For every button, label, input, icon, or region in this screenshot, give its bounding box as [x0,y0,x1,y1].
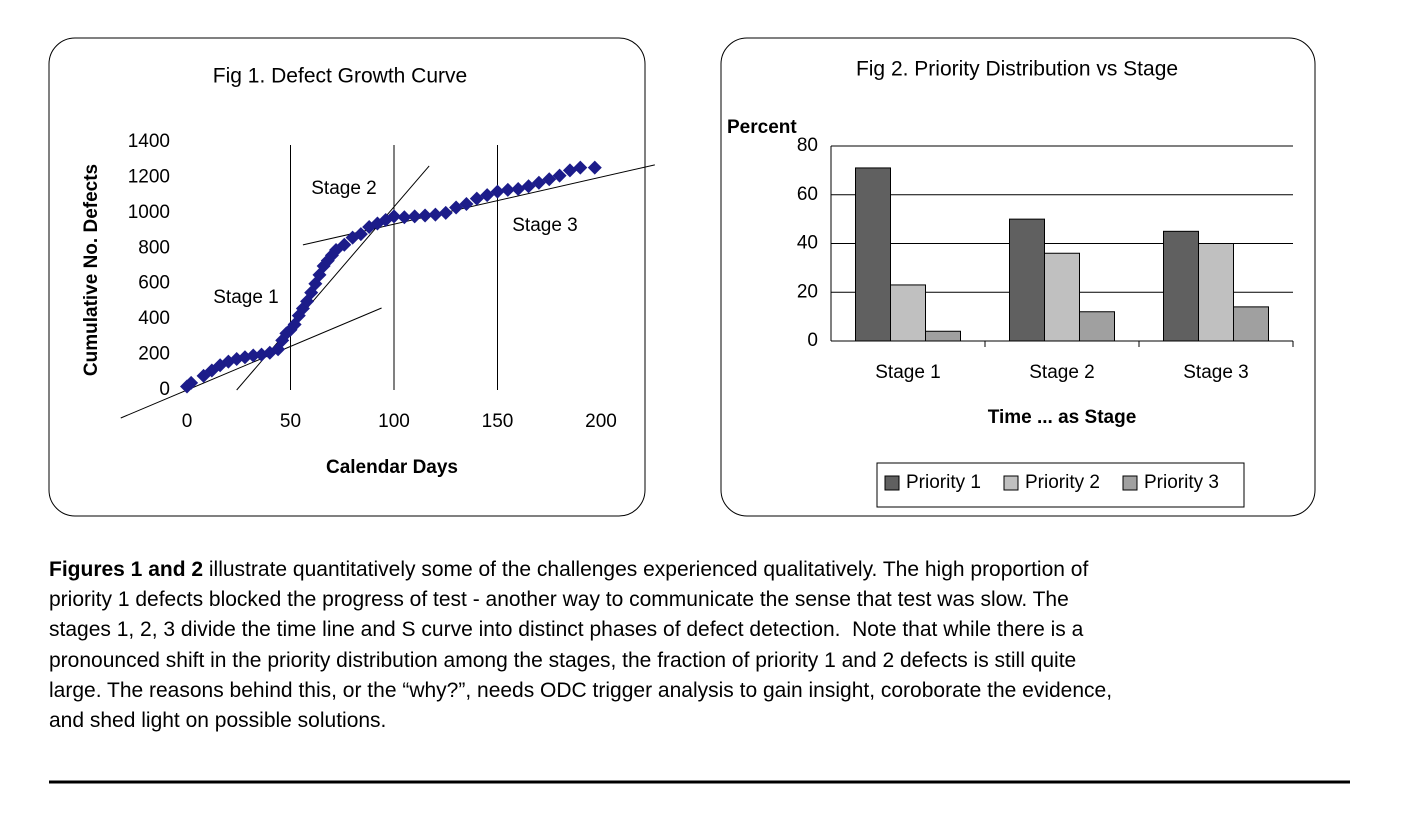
lead: Figures 1 and 2 [49,558,204,581]
point [184,375,199,390]
bar [1163,230,1199,342]
paragraph: Figures 1 and 2 illustrate quantitativel… [49,555,1112,736]
y-tick-label: 200 [138,344,170,365]
point [500,182,515,197]
y-tick-label: 0 [159,379,170,400]
point [587,160,602,175]
x-tick-label: 50 [280,411,301,432]
point [337,237,352,252]
paragraph-line: and shed light on possible solutions. [49,709,387,733]
trend-line [120,307,382,419]
annotation: Stage 1 [213,287,279,308]
point [552,168,567,183]
point [562,163,577,178]
bar [1233,306,1269,342]
legend-label: Priority 2 [1025,472,1100,493]
x-axis-label: Calendar Days [326,457,458,478]
legend-swatch [1003,475,1019,491]
y-tick-label: 80 [797,135,818,156]
point [387,209,401,224]
bar [925,330,961,342]
paragraph-line: illustrate quantitatively some of the ch… [203,558,1089,581]
annotation: Stage 3 [512,215,578,236]
point [320,253,335,268]
legend-swatch [884,475,900,491]
bar [1079,311,1115,342]
point [397,210,412,225]
point [573,160,588,175]
y-axis-label: Cumulative No. Defects [81,164,102,376]
x-tick-label: Stage 2 [1029,362,1095,383]
annotation: Stage 2 [311,178,377,199]
x-tick-label: 150 [482,411,514,432]
legend-swatch [1122,475,1138,491]
y-tick-label: 1400 [128,131,170,152]
paragraph-line: stages 1, 2, 3 divide the time line and … [49,618,1084,642]
y-tick-label: 40 [797,233,818,254]
point [428,207,443,222]
x-tick-label: Stage 1 [875,362,941,383]
point [459,197,474,211]
point [246,348,261,363]
bar [855,167,891,342]
x-axis-label: Time ... as Stage [988,407,1137,428]
point [353,227,368,242]
bar [1044,252,1080,342]
bar [890,284,926,342]
point [511,181,526,196]
chart-title: Fig 1. Defect Growth Curve [213,65,467,88]
bar [1198,243,1234,342]
y-tick-label: 1000 [128,202,170,223]
fig1-frame [48,37,646,517]
point [490,184,505,199]
y-tick-label: 0 [807,330,818,351]
point [438,205,453,220]
point [418,208,433,223]
y-tick-label: 20 [797,281,818,302]
x-tick-label: 0 [182,411,193,432]
paragraph-line: priority 1 defects blocked the progress … [49,588,1069,612]
x-tick-label: Stage 3 [1183,362,1249,383]
legend-box [876,462,1245,508]
x-tick-label: 100 [378,411,410,432]
paragraph-lines: illustrate quantitatively some of the ch… [49,558,1112,732]
legend-label: Priority 3 [1144,472,1219,493]
legend-label: Priority 1 [906,472,981,493]
paragraph-line: large. The reasons behind this, or the “… [49,678,1113,702]
paragraph-line: pronounced shift in the priority distrib… [49,648,1077,672]
chart-title: Fig 2. Priority Distribution vs Stage [856,58,1178,81]
bar [1009,218,1045,342]
y-tick-label: 800 [138,237,170,258]
y-axis-label: Percent [727,117,797,138]
x-tick-label: 200 [585,411,617,432]
y-tick-label: 400 [138,308,170,329]
y-tick-label: 60 [797,184,818,205]
fig2-frame [720,37,1316,517]
point [407,209,422,224]
y-tick-label: 1200 [128,166,170,187]
y-tick-label: 600 [138,273,170,294]
